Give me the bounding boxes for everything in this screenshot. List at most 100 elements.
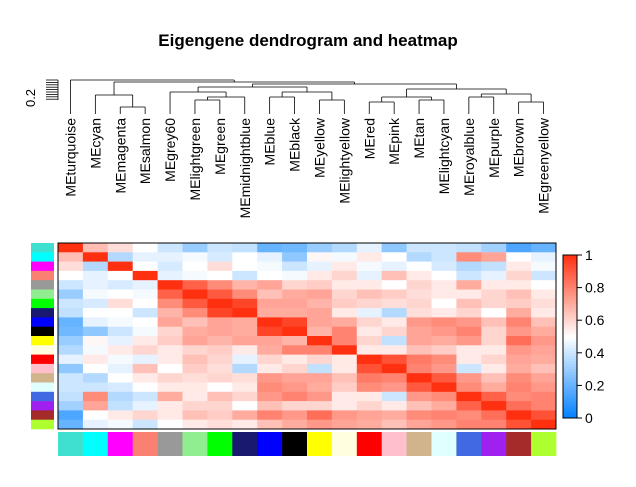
heatmap-cell [431, 270, 457, 281]
heatmap-cell [307, 317, 333, 328]
heatmap-cell [331, 308, 358, 318]
heatmap-cell [381, 382, 407, 393]
left-color-swatch [31, 410, 54, 420]
heatmap-cell [107, 289, 134, 300]
heatmap-cell [182, 317, 208, 328]
heatmap-cell [307, 382, 333, 393]
heatmap-cell [232, 261, 258, 272]
heatmap-cell [107, 252, 134, 262]
heatmap-cell [207, 373, 233, 383]
heatmap-cell [107, 261, 134, 272]
heatmap-cell [182, 308, 208, 318]
heatmap-cell [381, 345, 407, 355]
heatmap-cell [182, 261, 208, 272]
color-legend: 0 0.2 0.4 0.6 0.8 1 [562, 247, 605, 426]
heatmap-cell [282, 382, 308, 393]
bottom-color-swatch [506, 432, 532, 456]
heatmap-cell [257, 410, 283, 421]
heatmap-cell [381, 243, 407, 253]
heatmap-cell [282, 326, 308, 337]
heatmap-cell [307, 345, 333, 355]
legend-color-step [563, 276, 577, 280]
heatmap-cell [506, 317, 532, 328]
module-labels: MEturquoise MEcyan MEmagenta MEsalmon MEgrey… [62, 117, 551, 218]
heatmap-cell [282, 243, 308, 253]
heatmap-cell [506, 298, 532, 309]
heatmap-cell [232, 280, 258, 290]
heatmap-cell [207, 401, 233, 411]
heatmap-cell [381, 308, 407, 318]
heatmap [57, 242, 557, 430]
heatmap-cell [381, 252, 407, 262]
heatmap-cell [431, 419, 457, 430]
heatmap-cell [506, 261, 532, 272]
heatmap-cell [456, 289, 482, 300]
heatmap-cell [58, 410, 84, 421]
left-color-swatch [31, 363, 54, 374]
heatmap-cell [82, 336, 109, 346]
heatmap-cell [182, 419, 208, 430]
heatmap-cell [456, 401, 482, 411]
legend-color-step [563, 347, 577, 351]
heatmap-cell [182, 401, 208, 411]
heatmap-cell [381, 419, 407, 430]
heatmap-cell [331, 391, 358, 402]
heatmap-cell [207, 419, 233, 430]
legend-color-step [563, 366, 577, 370]
bottom-color-swatch [282, 432, 308, 456]
heatmap-cell [531, 354, 557, 365]
module-label: MEgreenyellow [536, 117, 552, 214]
heatmap-cell [431, 252, 457, 262]
heatmap-cell [431, 261, 457, 272]
heatmap-cell [282, 261, 308, 272]
legend-color-step [563, 409, 577, 413]
heatmap-cell [207, 326, 233, 337]
heatmap-cell [82, 354, 109, 365]
heatmap-cell [257, 317, 283, 328]
module-label: MElightyellow [336, 117, 352, 203]
legend-color-step [563, 398, 577, 403]
heatmap-cell [207, 391, 233, 402]
heatmap-cell [282, 298, 308, 309]
heatmap-cell [456, 345, 482, 355]
heatmap-cell [82, 345, 109, 355]
heatmap-cell [232, 298, 258, 309]
heatmap-cell [481, 345, 507, 355]
heatmap-cell [307, 354, 333, 365]
heatmap-cell [331, 317, 358, 328]
left-color-swatch [31, 401, 54, 411]
heatmap-cell [207, 345, 233, 355]
heatmap-cell [356, 354, 383, 365]
heatmap-cell [207, 363, 233, 374]
legend-color-step [563, 369, 577, 373]
heatmap-cell [406, 270, 432, 281]
heatmap-cell [406, 326, 432, 337]
heatmap-cell [307, 252, 333, 262]
heatmap-cell [406, 336, 432, 346]
heatmap-cell [506, 391, 532, 402]
heatmap-cell [232, 270, 258, 281]
heatmap-cell [307, 298, 333, 309]
heatmap-cell [406, 382, 432, 393]
heatmap-cell [481, 243, 507, 253]
heatmap-cell [481, 252, 507, 262]
heatmap-cell [207, 354, 233, 365]
heatmap-cell [182, 354, 208, 365]
heatmap-cell [307, 289, 333, 300]
legend-color-step [563, 371, 577, 375]
chart-title: Eigengene dendrogram and heatmap [158, 31, 457, 50]
legend-tick-label: 0.8 [585, 280, 605, 296]
heatmap-cell [456, 308, 482, 318]
heatmap-cell [431, 354, 457, 365]
heatmap-cell [132, 243, 158, 253]
legend-color-step [563, 341, 577, 346]
heatmap-cell [331, 252, 358, 262]
heatmap-cell [331, 280, 358, 290]
heatmap-cell [506, 401, 532, 411]
heatmap-cell [406, 391, 432, 402]
heatmap-cell [456, 252, 482, 262]
left-color-swatch [31, 326, 54, 337]
heatmap-cell [82, 243, 109, 253]
heatmap-cell [356, 261, 383, 272]
heatmap-cell [157, 419, 183, 430]
